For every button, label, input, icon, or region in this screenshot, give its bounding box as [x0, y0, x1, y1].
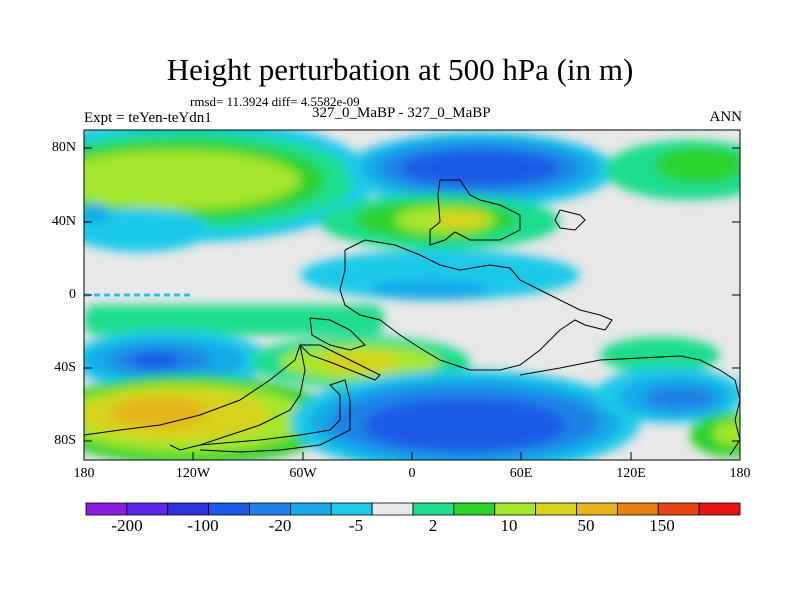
region-se-4	[645, 386, 715, 410]
x-tick-label: 180	[73, 466, 95, 481]
colorbar-swatch	[249, 502, 291, 516]
region-slow-4	[365, 399, 565, 451]
x-tick-label: 120E	[616, 466, 646, 481]
continent-c	[299, 344, 381, 381]
y-ticks	[84, 147, 740, 442]
season-label: ANN	[709, 109, 743, 125]
colorbar-swatch	[167, 502, 210, 516]
continent-outlines	[84, 179, 740, 456]
contour-field	[84, 130, 740, 460]
region-sw-low-4	[130, 353, 180, 367]
y-tick-label: 80N	[51, 140, 76, 155]
region-se-6	[713, 421, 740, 445]
colorbar-swatch	[289, 502, 332, 516]
region-ne-2	[655, 147, 740, 183]
region-sw-high-4	[112, 399, 208, 427]
region-w-1	[84, 208, 210, 252]
colorbar-label: 150	[649, 516, 675, 535]
region-eq-2	[370, 280, 490, 300]
continent-e	[554, 209, 586, 231]
continent-g	[84, 343, 306, 451]
region-s-mid-3	[320, 352, 400, 372]
x-tick-label: 180	[729, 466, 751, 481]
comparison-label: 327_0_MaBP - 327_0_MaBP	[312, 105, 491, 121]
region-eq-1	[300, 250, 580, 300]
colorbar-swatch	[535, 502, 577, 516]
colorbar-swatch	[494, 502, 537, 516]
colorbar	[85, 502, 741, 516]
colorbar-swatch	[371, 502, 414, 516]
colorbar-swatch	[412, 502, 455, 516]
colorbar-swatch	[208, 502, 250, 516]
colorbar-label: -100	[187, 516, 219, 535]
y-tick-label: 80S	[54, 433, 76, 448]
colorbar-label: 50	[577, 516, 595, 535]
x-tick-label: 120W	[175, 466, 211, 481]
continent-h	[199, 379, 351, 453]
x-tick-label: 60E	[509, 466, 533, 481]
colorbar-label: -200	[111, 516, 143, 535]
plot-title: Height perturbation at 500 hPa (in m)	[166, 52, 634, 87]
continent-d	[309, 317, 366, 351]
colorbar-label: -5	[348, 516, 364, 535]
region-mid-4	[432, 212, 488, 228]
region-nlow-4	[402, 151, 558, 185]
colorbar-swatch	[453, 502, 496, 516]
x-tick-label: 60W	[289, 466, 317, 481]
continent-f	[519, 355, 740, 456]
colorbar-swatch	[126, 502, 169, 516]
y-tick-label: 40N	[51, 214, 76, 229]
region-se-1	[600, 337, 720, 373]
colorbar-label: -20	[268, 516, 292, 535]
rmsd-stats: rmsd= 11.3924 diff= 4.5582e-09	[190, 94, 360, 109]
colorbar-swatch	[616, 502, 659, 516]
colorbar-label: 2	[428, 516, 438, 535]
y-tick-label: 40S	[54, 360, 76, 375]
colorbar-swatch	[698, 502, 741, 516]
colorbar-swatch	[85, 502, 128, 516]
region-nw-4	[84, 150, 300, 210]
colorbar-swatch	[657, 502, 700, 516]
colorbar-swatch	[330, 502, 373, 516]
colorbar-label: 10	[500, 516, 518, 535]
region-w-2	[84, 203, 109, 223]
experiment-label: Expt = teYen-teYdn1	[84, 110, 212, 126]
continent-a	[429, 179, 521, 246]
colorbar-swatch	[576, 502, 618, 516]
x-ticks	[83, 452, 741, 460]
y-tick-label: 0	[69, 287, 76, 302]
x-tick-label: 0	[408, 466, 416, 481]
continent-b	[339, 239, 613, 371]
region-sg-1	[84, 305, 384, 335]
